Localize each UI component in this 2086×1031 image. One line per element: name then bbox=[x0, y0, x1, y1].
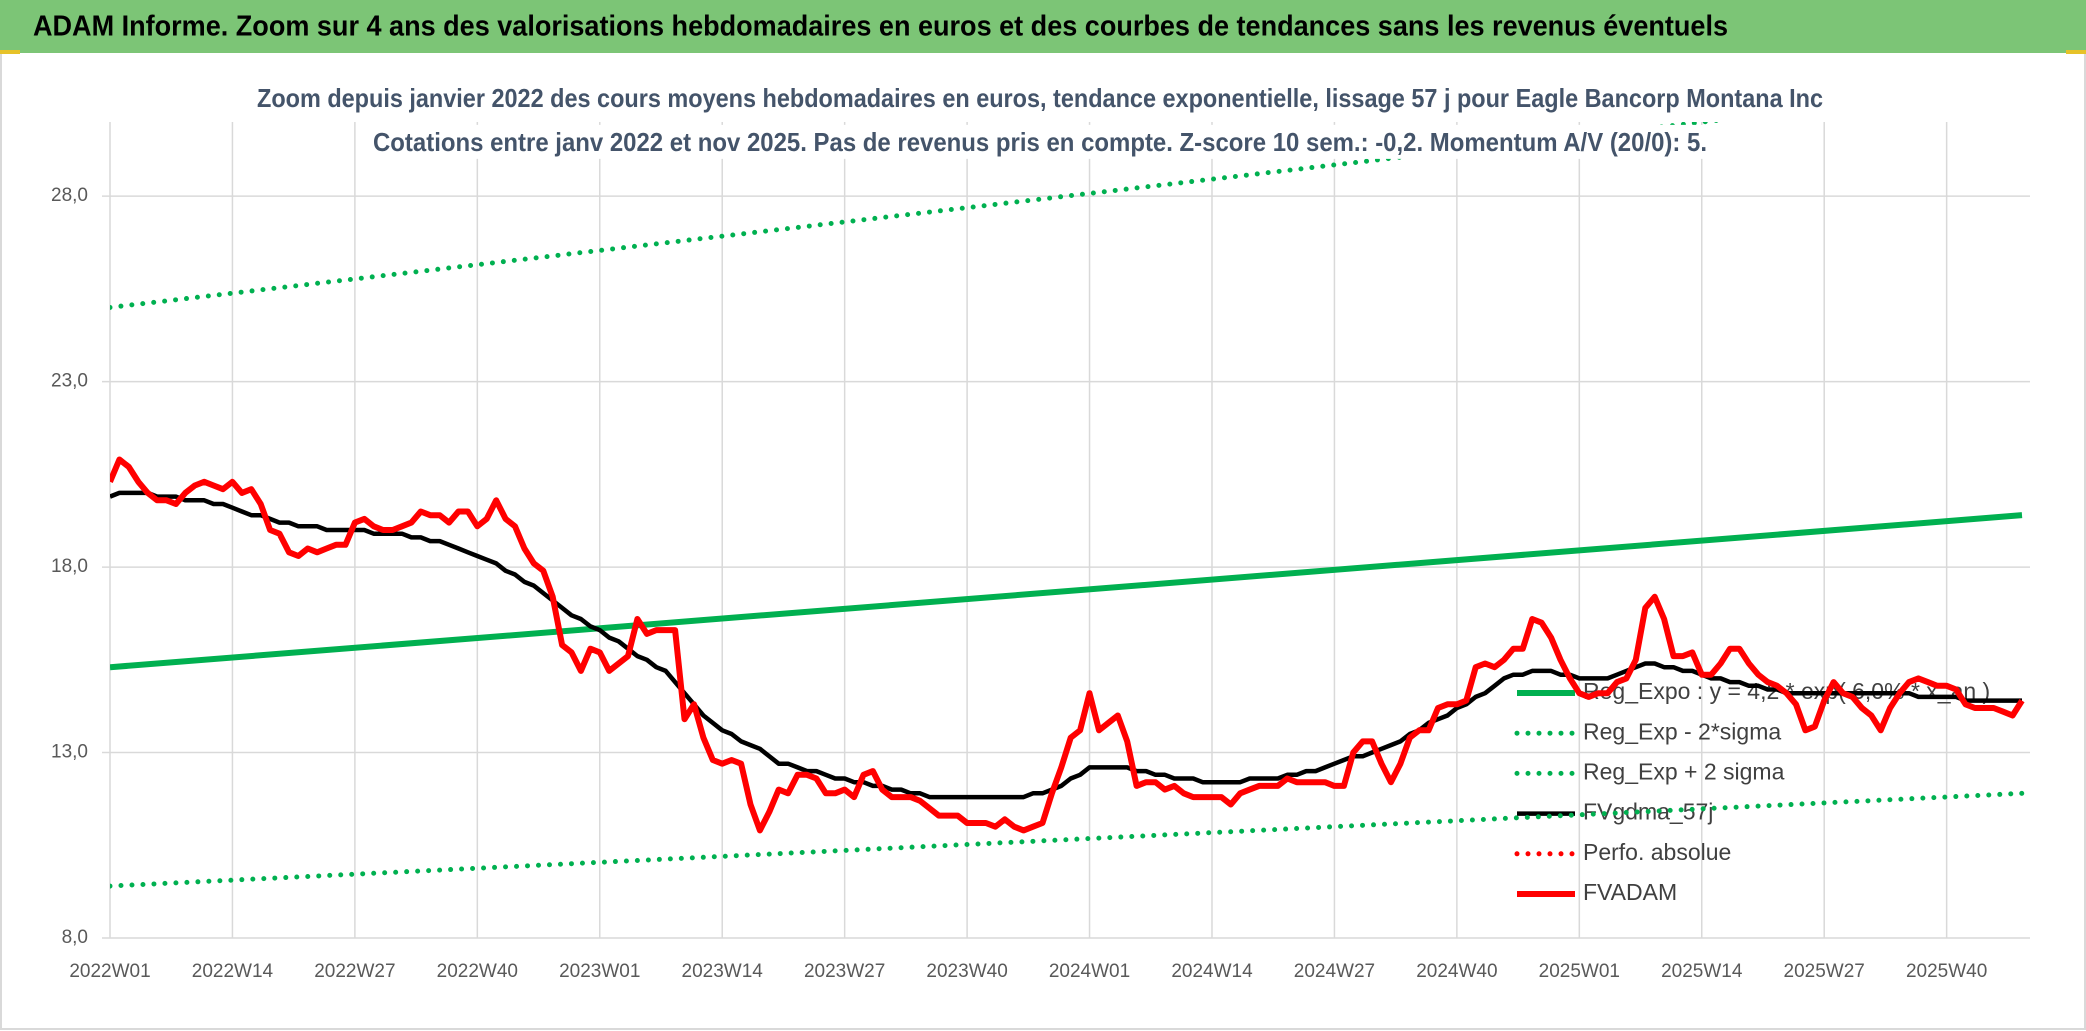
x-tick-label: 2025W14 bbox=[1661, 961, 1743, 982]
legend-label: FVADAM bbox=[1583, 879, 1677, 905]
chart-subtitle: Cotations entre janv 2022 et nov 2025. P… bbox=[373, 127, 1707, 157]
x-tick-label: 2024W27 bbox=[1294, 961, 1375, 982]
chart-subtitle: Zoom depuis janvier 2022 des cours moyen… bbox=[257, 83, 1823, 113]
y-tick-label: 23,0 bbox=[51, 371, 88, 392]
legend-label: Reg_Exp + 2 sigma bbox=[1583, 758, 1785, 784]
corner bbox=[2066, 50, 2086, 54]
x-tick-label: 2022W01 bbox=[69, 961, 150, 982]
x-tick-label: 2024W40 bbox=[1416, 961, 1497, 982]
corner bbox=[0, 50, 20, 54]
y-tick-label: 18,0 bbox=[51, 556, 88, 577]
y-tick-label: 8,0 bbox=[62, 927, 88, 948]
x-tick-label: 2025W01 bbox=[1539, 961, 1620, 982]
x-tick-label: 2025W40 bbox=[1906, 961, 1987, 982]
legend-label: Perfo. absolue bbox=[1583, 839, 1731, 865]
trend-line bbox=[110, 122, 1725, 310]
x-tick-label: 2023W27 bbox=[804, 961, 885, 982]
title-band bbox=[0, 0, 2086, 53]
x-tick-label: 2022W40 bbox=[437, 961, 518, 982]
plot-area bbox=[110, 122, 2025, 889]
subtitle-bg bbox=[369, 124, 1711, 159]
y-tick-label: 13,0 bbox=[51, 742, 88, 763]
subtitle-bg bbox=[253, 80, 1827, 115]
trend-line bbox=[110, 512, 2023, 671]
page-title: ADAM Informe. Zoom sur 4 ans des valoris… bbox=[33, 11, 1728, 43]
x-tick-label: 2025W27 bbox=[1784, 961, 1865, 982]
series-line bbox=[110, 456, 2025, 834]
y-tick-label: 28,0 bbox=[51, 185, 88, 206]
legend-label: Reg_Exp - 2*sigma bbox=[1583, 718, 1781, 744]
trend-line bbox=[110, 790, 2025, 889]
x-tick-label: 2023W14 bbox=[682, 961, 764, 982]
x-tick-label: 2024W01 bbox=[1049, 961, 1130, 982]
x-tick-label: 2022W27 bbox=[314, 961, 395, 982]
x-tick-label: 2022W14 bbox=[192, 961, 274, 982]
x-tick-label: 2023W01 bbox=[559, 961, 640, 982]
chart-frame bbox=[0, 51, 2086, 1030]
x-tick-label: 2024W14 bbox=[1171, 961, 1253, 982]
x-tick-label: 2023W40 bbox=[926, 961, 1007, 982]
